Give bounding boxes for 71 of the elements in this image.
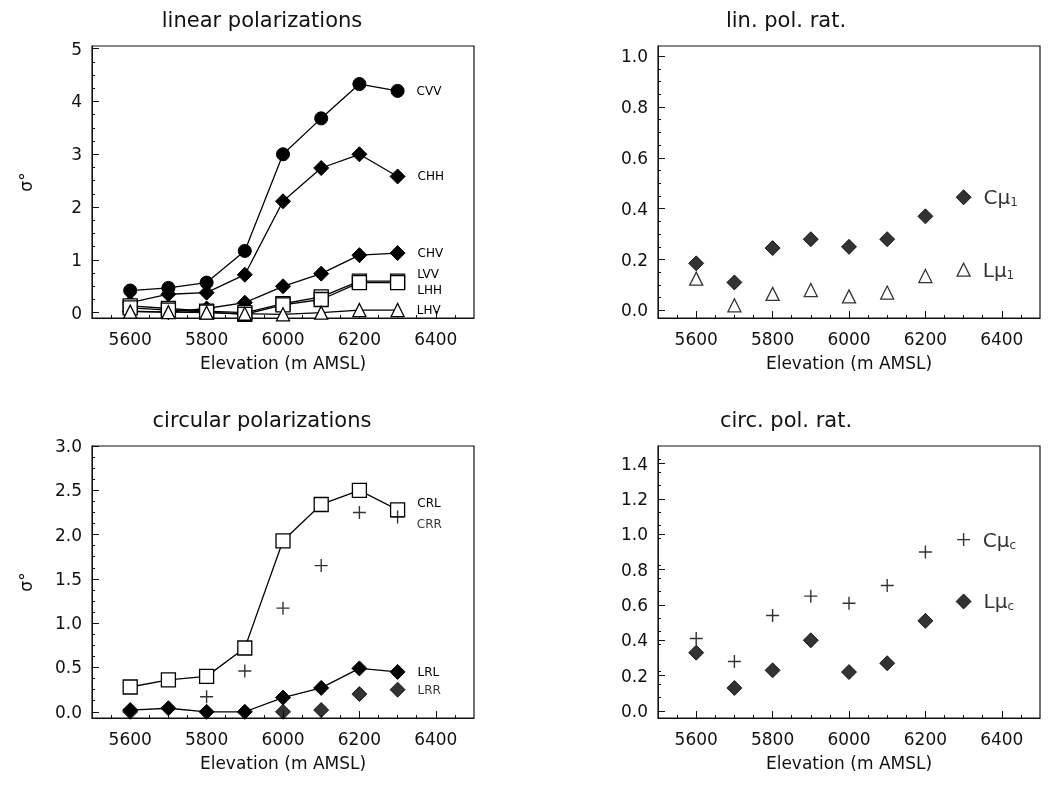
- y-tick-label: 1.5: [54, 568, 82, 589]
- y-tick-label: 0: [71, 302, 82, 323]
- x-tick-label: 6000: [261, 728, 305, 749]
- series-label: Lμ1: [982, 257, 1015, 282]
- x-tick-label: 5600: [108, 728, 152, 749]
- series-label: LVV: [417, 267, 440, 282]
- y-tick-label: 0.5: [54, 657, 82, 678]
- y-tick-label: 0.0: [620, 300, 648, 321]
- x-tick-label: 6200: [337, 328, 382, 349]
- x-tick-label: 6000: [827, 728, 871, 749]
- x-tick-label: 5800: [750, 728, 795, 749]
- y-tick-label: 0.0: [54, 701, 82, 722]
- series-label: CRR: [416, 516, 442, 531]
- chart-title: lin. pol. rat.: [725, 7, 847, 32]
- y-axis-title: σ°: [15, 172, 36, 192]
- y-tick-label: 0.0: [620, 700, 648, 721]
- x-tick-label: 6200: [903, 728, 948, 749]
- y-tick-label: 1: [71, 249, 82, 270]
- y-tick-label: 2.0: [54, 524, 82, 545]
- series-label: Cμ1: [983, 185, 1018, 210]
- series-label: LRL: [417, 664, 440, 679]
- x-tick-label: 6000: [827, 328, 871, 349]
- y-tick-label: 2: [71, 197, 82, 218]
- y-tick-label: 5: [71, 38, 82, 59]
- x-tick-label: 6400: [980, 328, 1024, 349]
- series-label: CVV: [416, 83, 443, 98]
- x-tick-label: 6400: [414, 328, 458, 349]
- series-label: Lμc: [983, 589, 1015, 614]
- series-label: LHH: [417, 282, 442, 297]
- y-tick-label: 1.0: [620, 46, 648, 67]
- y-tick-label: 4: [71, 91, 82, 112]
- series-label: LHV: [416, 303, 442, 318]
- y-tick-label: 0.8: [620, 559, 648, 580]
- x-axis-title: Elevation (m AMSL): [199, 352, 367, 373]
- x-tick-label: 5600: [674, 728, 718, 749]
- y-tick-label: 3.0: [54, 436, 82, 456]
- chart-title: linear polarizations: [161, 7, 363, 32]
- series-label: CHH: [417, 169, 445, 184]
- x-tick-label: 6200: [903, 328, 948, 349]
- x-axis-title: Elevation (m AMSL): [199, 752, 367, 773]
- y-axis-title: σ°: [15, 572, 36, 592]
- series-label: CRL: [417, 495, 441, 510]
- y-tick-label: 2.5: [54, 480, 82, 501]
- x-tick-label: 5800: [184, 728, 229, 749]
- x-tick-label: 5800: [184, 328, 229, 349]
- y-tick-label: 1.0: [54, 613, 82, 634]
- x-axis-title: Elevation (m AMSL): [765, 352, 933, 373]
- x-tick-label: 5800: [750, 328, 795, 349]
- chart-title: circ. pol. rat.: [719, 407, 853, 432]
- chart-title: circular polarizations: [152, 407, 372, 432]
- y-tick-label: 0.6: [620, 147, 648, 168]
- y-tick-label: 0.4: [620, 630, 648, 651]
- y-tick-label: 0.2: [620, 249, 648, 270]
- y-tick-label: 0.6: [620, 594, 648, 615]
- y-tick-label: 0.2: [620, 665, 648, 686]
- y-tick-label: 0.4: [620, 198, 648, 219]
- series-label: Cμc: [982, 527, 1017, 552]
- x-axis-title: Elevation (m AMSL): [765, 752, 933, 773]
- x-tick-label: 6000: [261, 328, 305, 349]
- series-label: CHV: [417, 246, 444, 261]
- y-tick-label: 1.0: [620, 524, 648, 545]
- y-tick-label: 1.4: [620, 453, 648, 474]
- y-tick-label: 1.2: [620, 488, 648, 509]
- x-tick-label: 6200: [337, 728, 382, 749]
- x-tick-label: 6400: [414, 728, 458, 749]
- y-tick-label: 3: [71, 144, 82, 165]
- x-tick-label: 5600: [108, 328, 152, 349]
- series-label: LRR: [417, 682, 441, 697]
- x-tick-label: 6400: [980, 728, 1024, 749]
- x-tick-label: 5600: [674, 328, 718, 349]
- y-tick-label: 0.8: [620, 97, 648, 118]
